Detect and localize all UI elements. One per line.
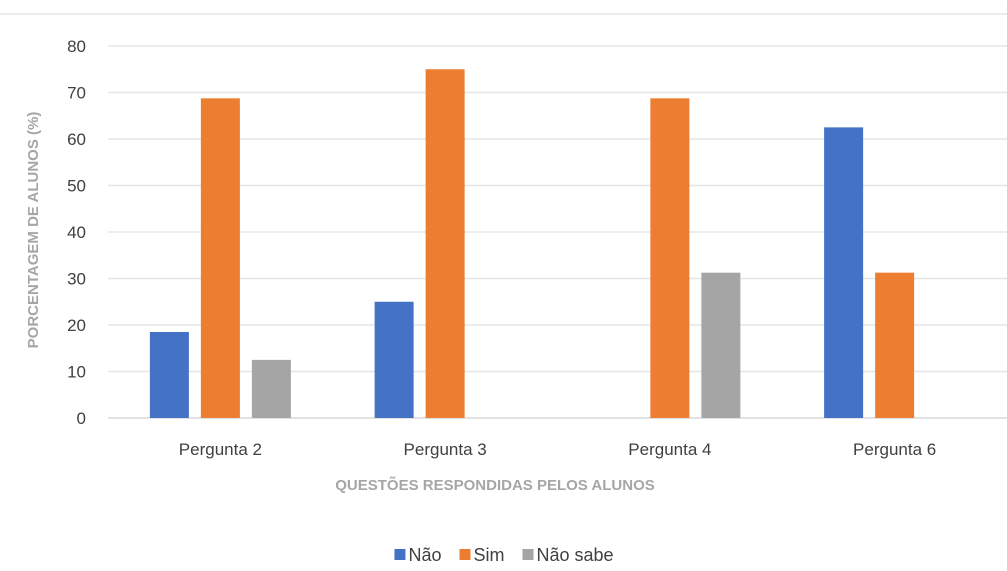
x-axis-title: QUESTÕES RESPONDIDAS PELOS ALUNOS [335,476,655,494]
y-axis-ticks: 0 10 20 30 40 50 60 70 80 [67,37,86,428]
y-tick-label: 40 [67,223,86,242]
bar-sim-2 [425,69,465,418]
legend-label: Sim [473,545,504,565]
x-axis-ticks: Pergunta 2 Pergunta 3 Pergunta 4 Pergunta 6 [179,440,936,459]
y-tick-label: 70 [67,84,86,103]
bar-n-o-sabe-1 [251,359,291,418]
x-tick-label: Pergunta 2 [179,440,262,459]
legend-label: Não sabe [536,545,613,565]
x-tick-label: Pergunta 3 [404,440,487,459]
y-tick-label: 0 [77,409,86,428]
y-tick-label: 80 [67,37,86,56]
gridlines [108,45,1007,419]
bar-n-o-2 [374,301,414,418]
y-tick-label: 50 [67,177,86,196]
y-tick-label: 60 [67,130,86,149]
bar-sim-3 [650,98,690,418]
legend-swatch [394,549,406,560]
x-tick-label: Pergunta 6 [853,440,936,459]
legend: Não Sim Não sabe [394,545,614,565]
bar-n-o-4 [824,127,864,418]
legend-label: Não [408,545,441,565]
y-tick-label: 20 [67,316,86,335]
x-tick-label: Pergunta 4 [628,440,711,459]
bar-sim-1 [200,98,240,418]
legend-item: Não [394,545,441,565]
bar-n-o-sabe-3 [701,272,741,418]
legend-swatch [459,549,471,560]
bars [149,69,915,418]
y-tick-label: 30 [67,270,86,289]
y-tick-label: 10 [67,363,86,382]
bar-n-o-1 [149,331,189,418]
bar-sim-4 [875,272,915,418]
y-axis-title: PORCENTAGEM DE ALUNOS (%) [25,112,42,349]
legend-item: Não sabe [522,545,614,565]
legend-item: Sim [459,545,504,565]
legend-swatch [522,549,534,560]
